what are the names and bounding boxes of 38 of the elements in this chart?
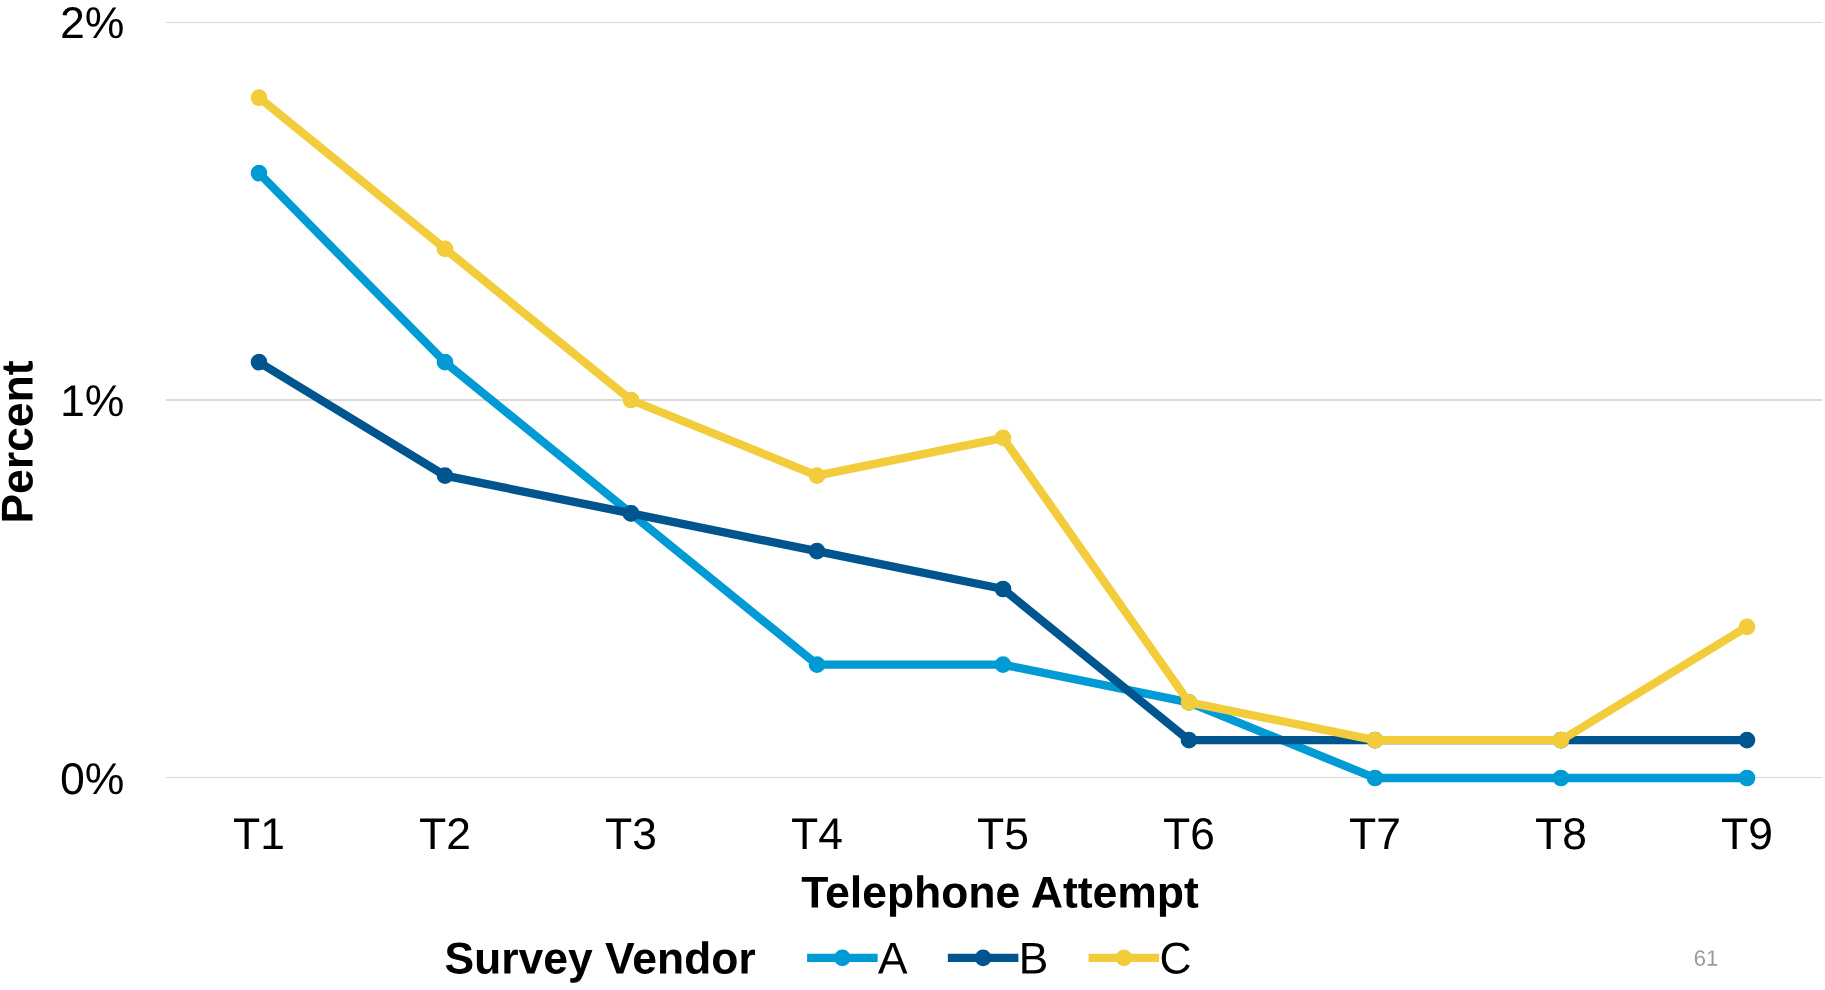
x-tick-label: T3 bbox=[606, 818, 655, 850]
point bbox=[436, 240, 454, 258]
point bbox=[1180, 731, 1198, 749]
x-tick-label: T1 bbox=[234, 818, 283, 850]
x-tick-label: T2 bbox=[420, 818, 469, 850]
x-tick-label: T9 bbox=[1722, 818, 1771, 850]
y-axis-title: Percent bbox=[1, 361, 33, 521]
y-tick-label: 2% bbox=[62, 7, 123, 39]
point bbox=[250, 353, 268, 371]
legend-title: Survey Vendor bbox=[445, 941, 756, 983]
point bbox=[808, 542, 826, 560]
point bbox=[994, 429, 1012, 447]
point bbox=[808, 467, 826, 484]
x-tick-label: T6 bbox=[1164, 818, 1213, 850]
legend-label: A bbox=[878, 942, 908, 974]
point bbox=[808, 656, 826, 673]
x-tick-label: T5 bbox=[978, 818, 1028, 850]
point bbox=[1366, 769, 1384, 787]
legend-label: C bbox=[1161, 942, 1190, 974]
x-axis-title: Telephone Attempt bbox=[801, 875, 1199, 917]
point bbox=[436, 467, 454, 484]
point bbox=[1738, 618, 1756, 636]
text: 61 bbox=[1694, 950, 1718, 966]
point bbox=[1552, 769, 1570, 787]
x-tick-label: T8 bbox=[1536, 818, 1585, 850]
point bbox=[250, 89, 268, 106]
point bbox=[994, 656, 1012, 673]
point bbox=[1738, 769, 1756, 787]
point bbox=[994, 580, 1012, 598]
legend-label: B bbox=[1022, 942, 1046, 974]
x-tick-label: T4 bbox=[792, 818, 842, 850]
y-tick-label: 1% bbox=[63, 385, 123, 417]
x-tick-label: T7 bbox=[1350, 818, 1399, 850]
y-tick-label: 0% bbox=[61, 763, 123, 795]
point bbox=[622, 391, 640, 409]
point bbox=[250, 164, 268, 182]
point bbox=[1738, 731, 1756, 749]
point bbox=[436, 353, 454, 371]
